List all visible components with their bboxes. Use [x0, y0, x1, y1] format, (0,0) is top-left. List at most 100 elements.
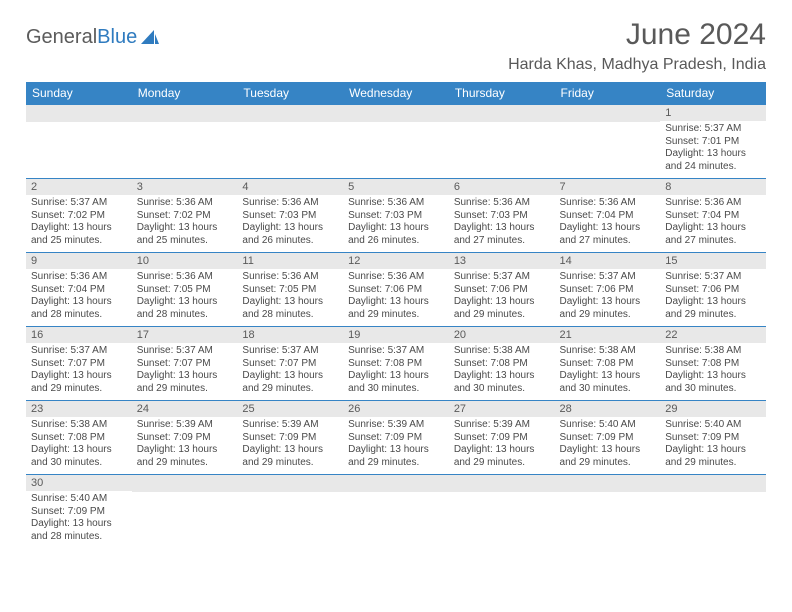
- day-details: Sunrise: 5:37 AMSunset: 7:07 PMDaylight:…: [132, 343, 238, 399]
- day-number: 22: [660, 327, 766, 343]
- day-details: Sunrise: 5:37 AMSunset: 7:01 PMDaylight:…: [660, 121, 766, 177]
- day-details: Sunrise: 5:37 AMSunset: 7:08 PMDaylight:…: [343, 343, 449, 399]
- brand-logo: GeneralBlue: [26, 18, 160, 49]
- day-details: Sunrise: 5:39 AMSunset: 7:09 PMDaylight:…: [132, 417, 238, 473]
- calendar-day: 28Sunrise: 5:40 AMSunset: 7:09 PMDayligh…: [555, 401, 661, 475]
- calendar-empty: [449, 105, 555, 179]
- day-number: 9: [26, 253, 132, 269]
- calendar-empty: [237, 105, 343, 179]
- day-details: Sunrise: 5:38 AMSunset: 7:08 PMDaylight:…: [449, 343, 555, 399]
- day-number: 12: [343, 253, 449, 269]
- weekday-header: Saturday: [660, 82, 766, 105]
- calendar-empty: [132, 475, 238, 549]
- calendar-empty: [343, 475, 449, 549]
- calendar-day: 20Sunrise: 5:38 AMSunset: 7:08 PMDayligh…: [449, 327, 555, 401]
- day-number: [237, 475, 343, 492]
- calendar-day: 4Sunrise: 5:36 AMSunset: 7:03 PMDaylight…: [237, 179, 343, 253]
- day-number: [132, 105, 238, 122]
- day-number: 19: [343, 327, 449, 343]
- weekday-header: Sunday: [26, 82, 132, 105]
- calendar-day: 11Sunrise: 5:36 AMSunset: 7:05 PMDayligh…: [237, 253, 343, 327]
- weekday-header: Friday: [555, 82, 661, 105]
- day-number: 4: [237, 179, 343, 195]
- calendar-day: 12Sunrise: 5:36 AMSunset: 7:06 PMDayligh…: [343, 253, 449, 327]
- calendar-day: 30Sunrise: 5:40 AMSunset: 7:09 PMDayligh…: [26, 475, 132, 549]
- calendar-empty: [555, 475, 661, 549]
- day-number: 20: [449, 327, 555, 343]
- day-number: [237, 105, 343, 122]
- calendar-day: 22Sunrise: 5:38 AMSunset: 7:08 PMDayligh…: [660, 327, 766, 401]
- calendar-day: 26Sunrise: 5:39 AMSunset: 7:09 PMDayligh…: [343, 401, 449, 475]
- day-number: 28: [555, 401, 661, 417]
- day-number: 6: [449, 179, 555, 195]
- day-number: 26: [343, 401, 449, 417]
- weekday-header: Monday: [132, 82, 238, 105]
- calendar-day: 17Sunrise: 5:37 AMSunset: 7:07 PMDayligh…: [132, 327, 238, 401]
- header: GeneralBlue June 2024 Harda Khas, Madhya…: [26, 18, 766, 74]
- day-number: 16: [26, 327, 132, 343]
- day-details: Sunrise: 5:37 AMSunset: 7:02 PMDaylight:…: [26, 195, 132, 251]
- calendar-empty: [237, 475, 343, 549]
- day-details: Sunrise: 5:37 AMSunset: 7:07 PMDaylight:…: [26, 343, 132, 399]
- calendar-day: 8Sunrise: 5:36 AMSunset: 7:04 PMDaylight…: [660, 179, 766, 253]
- day-details: Sunrise: 5:36 AMSunset: 7:03 PMDaylight:…: [449, 195, 555, 251]
- day-details: Sunrise: 5:36 AMSunset: 7:04 PMDaylight:…: [26, 269, 132, 325]
- calendar-day: 16Sunrise: 5:37 AMSunset: 7:07 PMDayligh…: [26, 327, 132, 401]
- day-number: [555, 105, 661, 122]
- day-number: [343, 475, 449, 492]
- calendar-day: 1Sunrise: 5:37 AMSunset: 7:01 PMDaylight…: [660, 105, 766, 179]
- calendar-day: 5Sunrise: 5:36 AMSunset: 7:03 PMDaylight…: [343, 179, 449, 253]
- calendar-day: 9Sunrise: 5:36 AMSunset: 7:04 PMDaylight…: [26, 253, 132, 327]
- weekday-header: Thursday: [449, 82, 555, 105]
- day-number: 23: [26, 401, 132, 417]
- day-details: Sunrise: 5:39 AMSunset: 7:09 PMDaylight:…: [343, 417, 449, 473]
- calendar-day: 27Sunrise: 5:39 AMSunset: 7:09 PMDayligh…: [449, 401, 555, 475]
- day-number: 3: [132, 179, 238, 195]
- weekday-header: Tuesday: [237, 82, 343, 105]
- day-number: 8: [660, 179, 766, 195]
- calendar-empty: [26, 105, 132, 179]
- day-number: [132, 475, 238, 492]
- day-number: 10: [132, 253, 238, 269]
- day-number: 13: [449, 253, 555, 269]
- day-details: Sunrise: 5:40 AMSunset: 7:09 PMDaylight:…: [660, 417, 766, 473]
- day-number: 11: [237, 253, 343, 269]
- calendar-empty: [660, 475, 766, 549]
- day-details: Sunrise: 5:37 AMSunset: 7:06 PMDaylight:…: [660, 269, 766, 325]
- day-number: [449, 105, 555, 122]
- brand-name-a: General: [26, 26, 97, 49]
- day-number: 27: [449, 401, 555, 417]
- day-details: Sunrise: 5:36 AMSunset: 7:02 PMDaylight:…: [132, 195, 238, 251]
- day-number: 18: [237, 327, 343, 343]
- day-details: Sunrise: 5:36 AMSunset: 7:06 PMDaylight:…: [343, 269, 449, 325]
- brand-name-b: Blue: [97, 26, 137, 49]
- calendar-day: 19Sunrise: 5:37 AMSunset: 7:08 PMDayligh…: [343, 327, 449, 401]
- day-number: 2: [26, 179, 132, 195]
- calendar-day: 18Sunrise: 5:37 AMSunset: 7:07 PMDayligh…: [237, 327, 343, 401]
- day-number: 1: [660, 105, 766, 121]
- calendar-empty: [132, 105, 238, 179]
- location: Harda Khas, Madhya Pradesh, India: [508, 56, 766, 74]
- day-number: 25: [237, 401, 343, 417]
- day-number: 29: [660, 401, 766, 417]
- weekday-header: Wednesday: [343, 82, 449, 105]
- calendar-day: 13Sunrise: 5:37 AMSunset: 7:06 PMDayligh…: [449, 253, 555, 327]
- day-details: Sunrise: 5:36 AMSunset: 7:05 PMDaylight:…: [132, 269, 238, 325]
- day-number: 5: [343, 179, 449, 195]
- day-details: Sunrise: 5:36 AMSunset: 7:03 PMDaylight:…: [237, 195, 343, 251]
- calendar-day: 24Sunrise: 5:39 AMSunset: 7:09 PMDayligh…: [132, 401, 238, 475]
- day-details: Sunrise: 5:40 AMSunset: 7:09 PMDaylight:…: [26, 491, 132, 547]
- day-details: Sunrise: 5:37 AMSunset: 7:06 PMDaylight:…: [449, 269, 555, 325]
- day-number: [555, 475, 661, 492]
- day-details: Sunrise: 5:39 AMSunset: 7:09 PMDaylight:…: [449, 417, 555, 473]
- calendar-day: 7Sunrise: 5:36 AMSunset: 7:04 PMDaylight…: [555, 179, 661, 253]
- day-number: [449, 475, 555, 492]
- day-details: Sunrise: 5:38 AMSunset: 7:08 PMDaylight:…: [660, 343, 766, 399]
- day-number: [343, 105, 449, 122]
- day-number: 7: [555, 179, 661, 195]
- day-details: Sunrise: 5:37 AMSunset: 7:07 PMDaylight:…: [237, 343, 343, 399]
- calendar-table: SundayMondayTuesdayWednesdayThursdayFrid…: [26, 82, 766, 549]
- day-details: Sunrise: 5:36 AMSunset: 7:05 PMDaylight:…: [237, 269, 343, 325]
- day-number: 17: [132, 327, 238, 343]
- day-details: Sunrise: 5:38 AMSunset: 7:08 PMDaylight:…: [555, 343, 661, 399]
